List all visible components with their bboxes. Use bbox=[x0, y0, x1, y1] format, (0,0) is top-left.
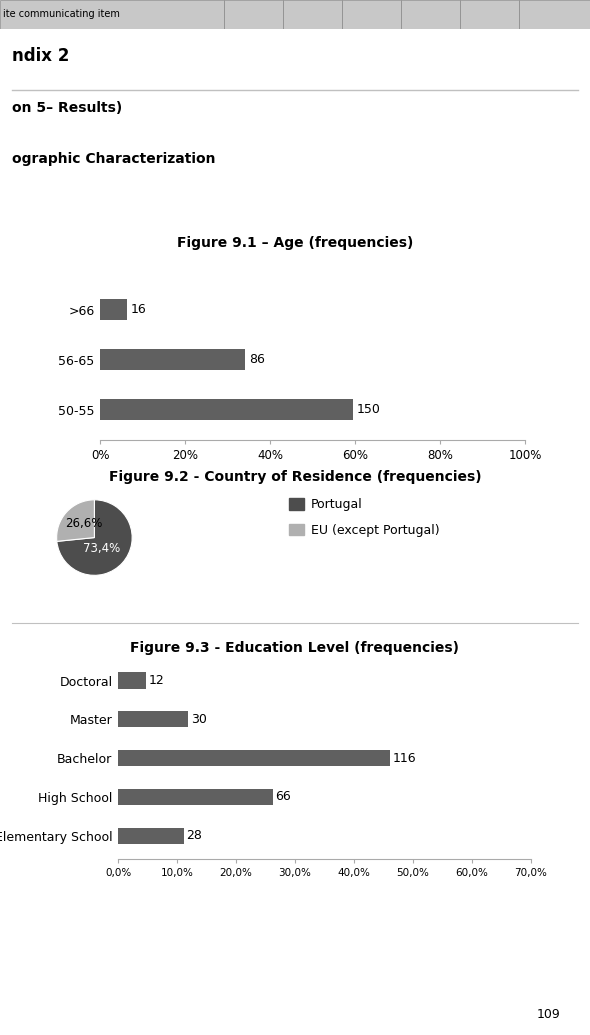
Bar bbox=[100, 299, 127, 320]
Text: 109: 109 bbox=[537, 1008, 560, 1021]
Bar bbox=[460, 0, 519, 29]
Text: 150: 150 bbox=[356, 404, 381, 416]
Bar bbox=[519, 0, 590, 29]
Bar bbox=[100, 349, 245, 371]
Text: on 5– Results): on 5– Results) bbox=[12, 101, 122, 115]
Wedge shape bbox=[57, 500, 132, 575]
Wedge shape bbox=[57, 500, 94, 541]
Bar bbox=[401, 0, 460, 29]
Text: ndix 2: ndix 2 bbox=[12, 47, 69, 64]
Legend: Portugal, EU (except Portugal): Portugal, EU (except Portugal) bbox=[290, 498, 440, 537]
Text: 73,4%: 73,4% bbox=[83, 541, 120, 555]
Text: Figure 9.1 – Age (frequencies): Figure 9.1 – Age (frequencies) bbox=[177, 236, 413, 250]
Text: 66: 66 bbox=[276, 791, 291, 803]
Bar bbox=[224, 0, 283, 29]
Text: 28: 28 bbox=[186, 829, 202, 842]
Bar bbox=[118, 673, 146, 688]
Bar bbox=[283, 0, 342, 29]
Bar bbox=[118, 711, 188, 728]
Text: 16: 16 bbox=[130, 303, 146, 316]
Text: 30: 30 bbox=[191, 713, 207, 726]
Text: 12: 12 bbox=[149, 674, 165, 687]
Text: ographic Characterization: ographic Characterization bbox=[12, 152, 215, 167]
Bar bbox=[118, 750, 389, 766]
Text: Figure 9.2 - Country of Residence (frequencies): Figure 9.2 - Country of Residence (frequ… bbox=[109, 470, 481, 484]
Bar bbox=[118, 828, 183, 844]
Text: 116: 116 bbox=[392, 751, 416, 765]
Text: 86: 86 bbox=[248, 353, 264, 366]
Text: ite communicating item: ite communicating item bbox=[3, 9, 120, 20]
Text: 26,6%: 26,6% bbox=[65, 516, 103, 530]
Bar bbox=[100, 400, 353, 420]
Text: Figure 9.3 - Education Level (frequencies): Figure 9.3 - Education Level (frequencie… bbox=[130, 641, 460, 655]
Bar bbox=[0, 0, 224, 29]
Bar bbox=[118, 789, 273, 805]
Bar bbox=[342, 0, 401, 29]
